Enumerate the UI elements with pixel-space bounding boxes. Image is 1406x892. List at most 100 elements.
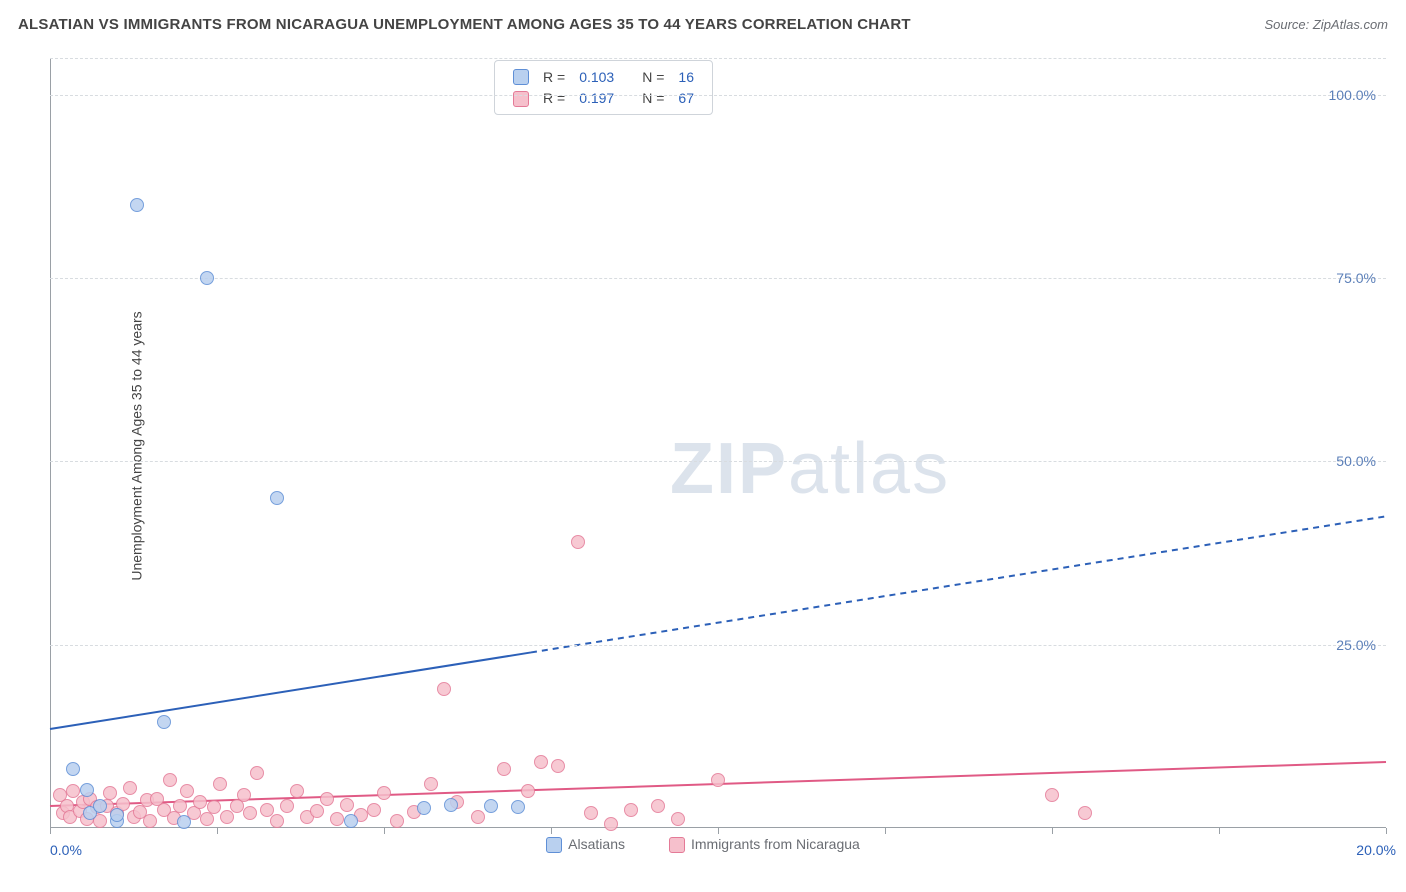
nicaragua-point [250, 766, 264, 780]
nicaragua-point [584, 806, 598, 820]
legend-n-label: N = [636, 67, 670, 86]
alsatians-point [177, 815, 191, 829]
nicaragua-point [123, 781, 137, 795]
y-tick-label: 50.0% [1336, 453, 1376, 469]
watermark-text: ZIPatlas [670, 428, 950, 510]
chart-container: ALSATIAN VS IMMIGRANTS FROM NICARAGUA UN… [0, 0, 1406, 892]
nicaragua-point [213, 777, 227, 791]
legend-swatch [669, 837, 685, 853]
nicaragua-point [711, 773, 725, 787]
title-row: ALSATIAN VS IMMIGRANTS FROM NICARAGUA UN… [18, 10, 1388, 38]
nicaragua-point [330, 812, 344, 826]
nicaragua-point [571, 535, 585, 549]
legend-row-nicaragua: R =0.197 N =67 [507, 88, 700, 107]
nicaragua-point [180, 784, 194, 798]
gridline [50, 461, 1386, 462]
chart-title: ALSATIAN VS IMMIGRANTS FROM NICARAGUA UN… [18, 16, 911, 33]
nicaragua-point [290, 784, 304, 798]
nicaragua-point [173, 799, 187, 813]
x-tick [718, 828, 719, 834]
source-citation: Source: ZipAtlas.com [1264, 17, 1388, 32]
legend-r-value: 0.197 [573, 88, 620, 107]
nicaragua-point [624, 803, 638, 817]
nicaragua-point [424, 777, 438, 791]
x-tick [50, 828, 51, 834]
legend-n-value: 67 [672, 88, 700, 107]
nicaragua-point [220, 810, 234, 824]
trend-line [50, 652, 531, 729]
nicaragua-point [437, 682, 451, 696]
nicaragua-point [651, 799, 665, 813]
legend-r-label: R = [537, 88, 571, 107]
nicaragua-point [604, 817, 618, 831]
nicaragua-point [1078, 806, 1092, 820]
nicaragua-point [367, 803, 381, 817]
y-axis-line [50, 58, 51, 828]
series-legend-label: Immigrants from Nicaragua [691, 836, 860, 852]
nicaragua-point [471, 810, 485, 824]
legend-swatch [546, 837, 562, 853]
nicaragua-point [207, 800, 221, 814]
x-tick [384, 828, 385, 834]
nicaragua-point [340, 798, 354, 812]
nicaragua-point [1045, 788, 1059, 802]
x-tick [551, 828, 552, 834]
x-tick [1052, 828, 1053, 834]
watermark-rest: atlas [788, 429, 950, 509]
nicaragua-point [534, 755, 548, 769]
gridline [50, 58, 1386, 59]
watermark-bold: ZIP [670, 429, 788, 509]
legend-swatch [513, 69, 529, 85]
alsatians-point [80, 783, 94, 797]
nicaragua-point [243, 806, 257, 820]
series-legend-item-alsatians: Alsatians [546, 836, 625, 852]
trend-lines-layer [50, 58, 1386, 828]
alsatians-point [270, 491, 284, 505]
alsatians-point [93, 799, 107, 813]
nicaragua-point [377, 786, 391, 800]
legend-row-alsatians: R =0.103 N =16 [507, 67, 700, 86]
legend-r-label: R = [537, 67, 571, 86]
alsatians-point [66, 762, 80, 776]
legend-n-value: 16 [672, 67, 700, 86]
series-legend-label: Alsatians [568, 836, 625, 852]
nicaragua-point [163, 773, 177, 787]
x-tick [1386, 828, 1387, 834]
alsatians-point [511, 800, 525, 814]
legend-swatch [513, 91, 529, 107]
alsatians-point [157, 715, 171, 729]
alsatians-point [130, 198, 144, 212]
alsatians-point [444, 798, 458, 812]
alsatians-point [344, 814, 358, 828]
trend-line [531, 516, 1386, 652]
y-tick-label: 25.0% [1336, 637, 1376, 653]
x-tick [885, 828, 886, 834]
nicaragua-point [551, 759, 565, 773]
legend-n-label: N = [636, 88, 670, 107]
alsatians-point [484, 799, 498, 813]
nicaragua-point [103, 786, 117, 800]
nicaragua-point [310, 804, 324, 818]
gridline [50, 278, 1386, 279]
alsatians-point [417, 801, 431, 815]
series-legend: Alsatians Immigrants from Nicaragua [0, 836, 1406, 853]
nicaragua-point [390, 814, 404, 828]
series-legend-item-nicaragua: Immigrants from Nicaragua [669, 836, 860, 852]
nicaragua-point [497, 762, 511, 776]
x-tick [217, 828, 218, 834]
alsatians-point [200, 271, 214, 285]
y-tick-label: 75.0% [1336, 270, 1376, 286]
gridline [50, 645, 1386, 646]
gridline [50, 95, 1386, 96]
nicaragua-point [280, 799, 294, 813]
nicaragua-point [237, 788, 251, 802]
nicaragua-point [143, 814, 157, 828]
correlation-legend: R =0.103 N =16 R =0.197 N =67 [494, 60, 713, 115]
x-tick [1219, 828, 1220, 834]
plot-area: ZIPatlas R =0.103 N =16 R =0.197 N =67 25.0… [50, 58, 1386, 828]
nicaragua-point [270, 814, 284, 828]
nicaragua-point [671, 812, 685, 826]
legend-r-value: 0.103 [573, 67, 620, 86]
nicaragua-point [193, 795, 207, 809]
nicaragua-point [521, 784, 535, 798]
